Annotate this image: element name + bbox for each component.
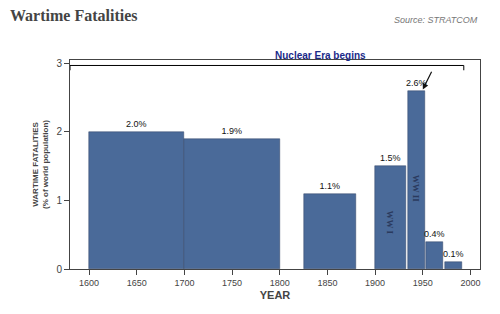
svg-text:1850: 1850 [317, 278, 337, 288]
svg-text:2000: 2000 [460, 278, 480, 288]
svg-text:1750: 1750 [222, 278, 242, 288]
svg-text:Source: STRATCOM: Source: STRATCOM [394, 15, 478, 25]
svg-text:1600: 1600 [79, 278, 99, 288]
svg-text:2.6%: 2.6% [406, 78, 427, 88]
svg-text:WARTIME FATALITIES(% of world: WARTIME FATALITIES(% of world population… [31, 120, 50, 209]
svg-text:2: 2 [56, 126, 62, 137]
svg-text:1800: 1800 [270, 278, 290, 288]
svg-text:Wartime Fatalities: Wartime Fatalities [10, 7, 138, 24]
svg-text:3: 3 [56, 58, 62, 69]
svg-text:1.5%: 1.5% [380, 153, 401, 163]
svg-text:0: 0 [56, 264, 62, 275]
svg-text:WW I: WW I [385, 210, 395, 234]
svg-text:1950: 1950 [413, 278, 433, 288]
svg-text:WW II: WW II [411, 175, 421, 203]
svg-text:1: 1 [56, 195, 62, 206]
svg-text:1650: 1650 [127, 278, 147, 288]
svg-text:1700: 1700 [174, 278, 194, 288]
svg-text:YEAR: YEAR [260, 289, 291, 301]
svg-text:1900: 1900 [365, 278, 385, 288]
svg-text:0.1%: 0.1% [443, 249, 464, 259]
svg-text:0.4%: 0.4% [424, 229, 445, 239]
svg-text:1.9%: 1.9% [221, 126, 242, 136]
svg-text:Nuclear Era begins: Nuclear Era begins [275, 50, 366, 61]
svg-text:2.0%: 2.0% [126, 119, 147, 129]
svg-text:1.1%: 1.1% [319, 181, 340, 191]
